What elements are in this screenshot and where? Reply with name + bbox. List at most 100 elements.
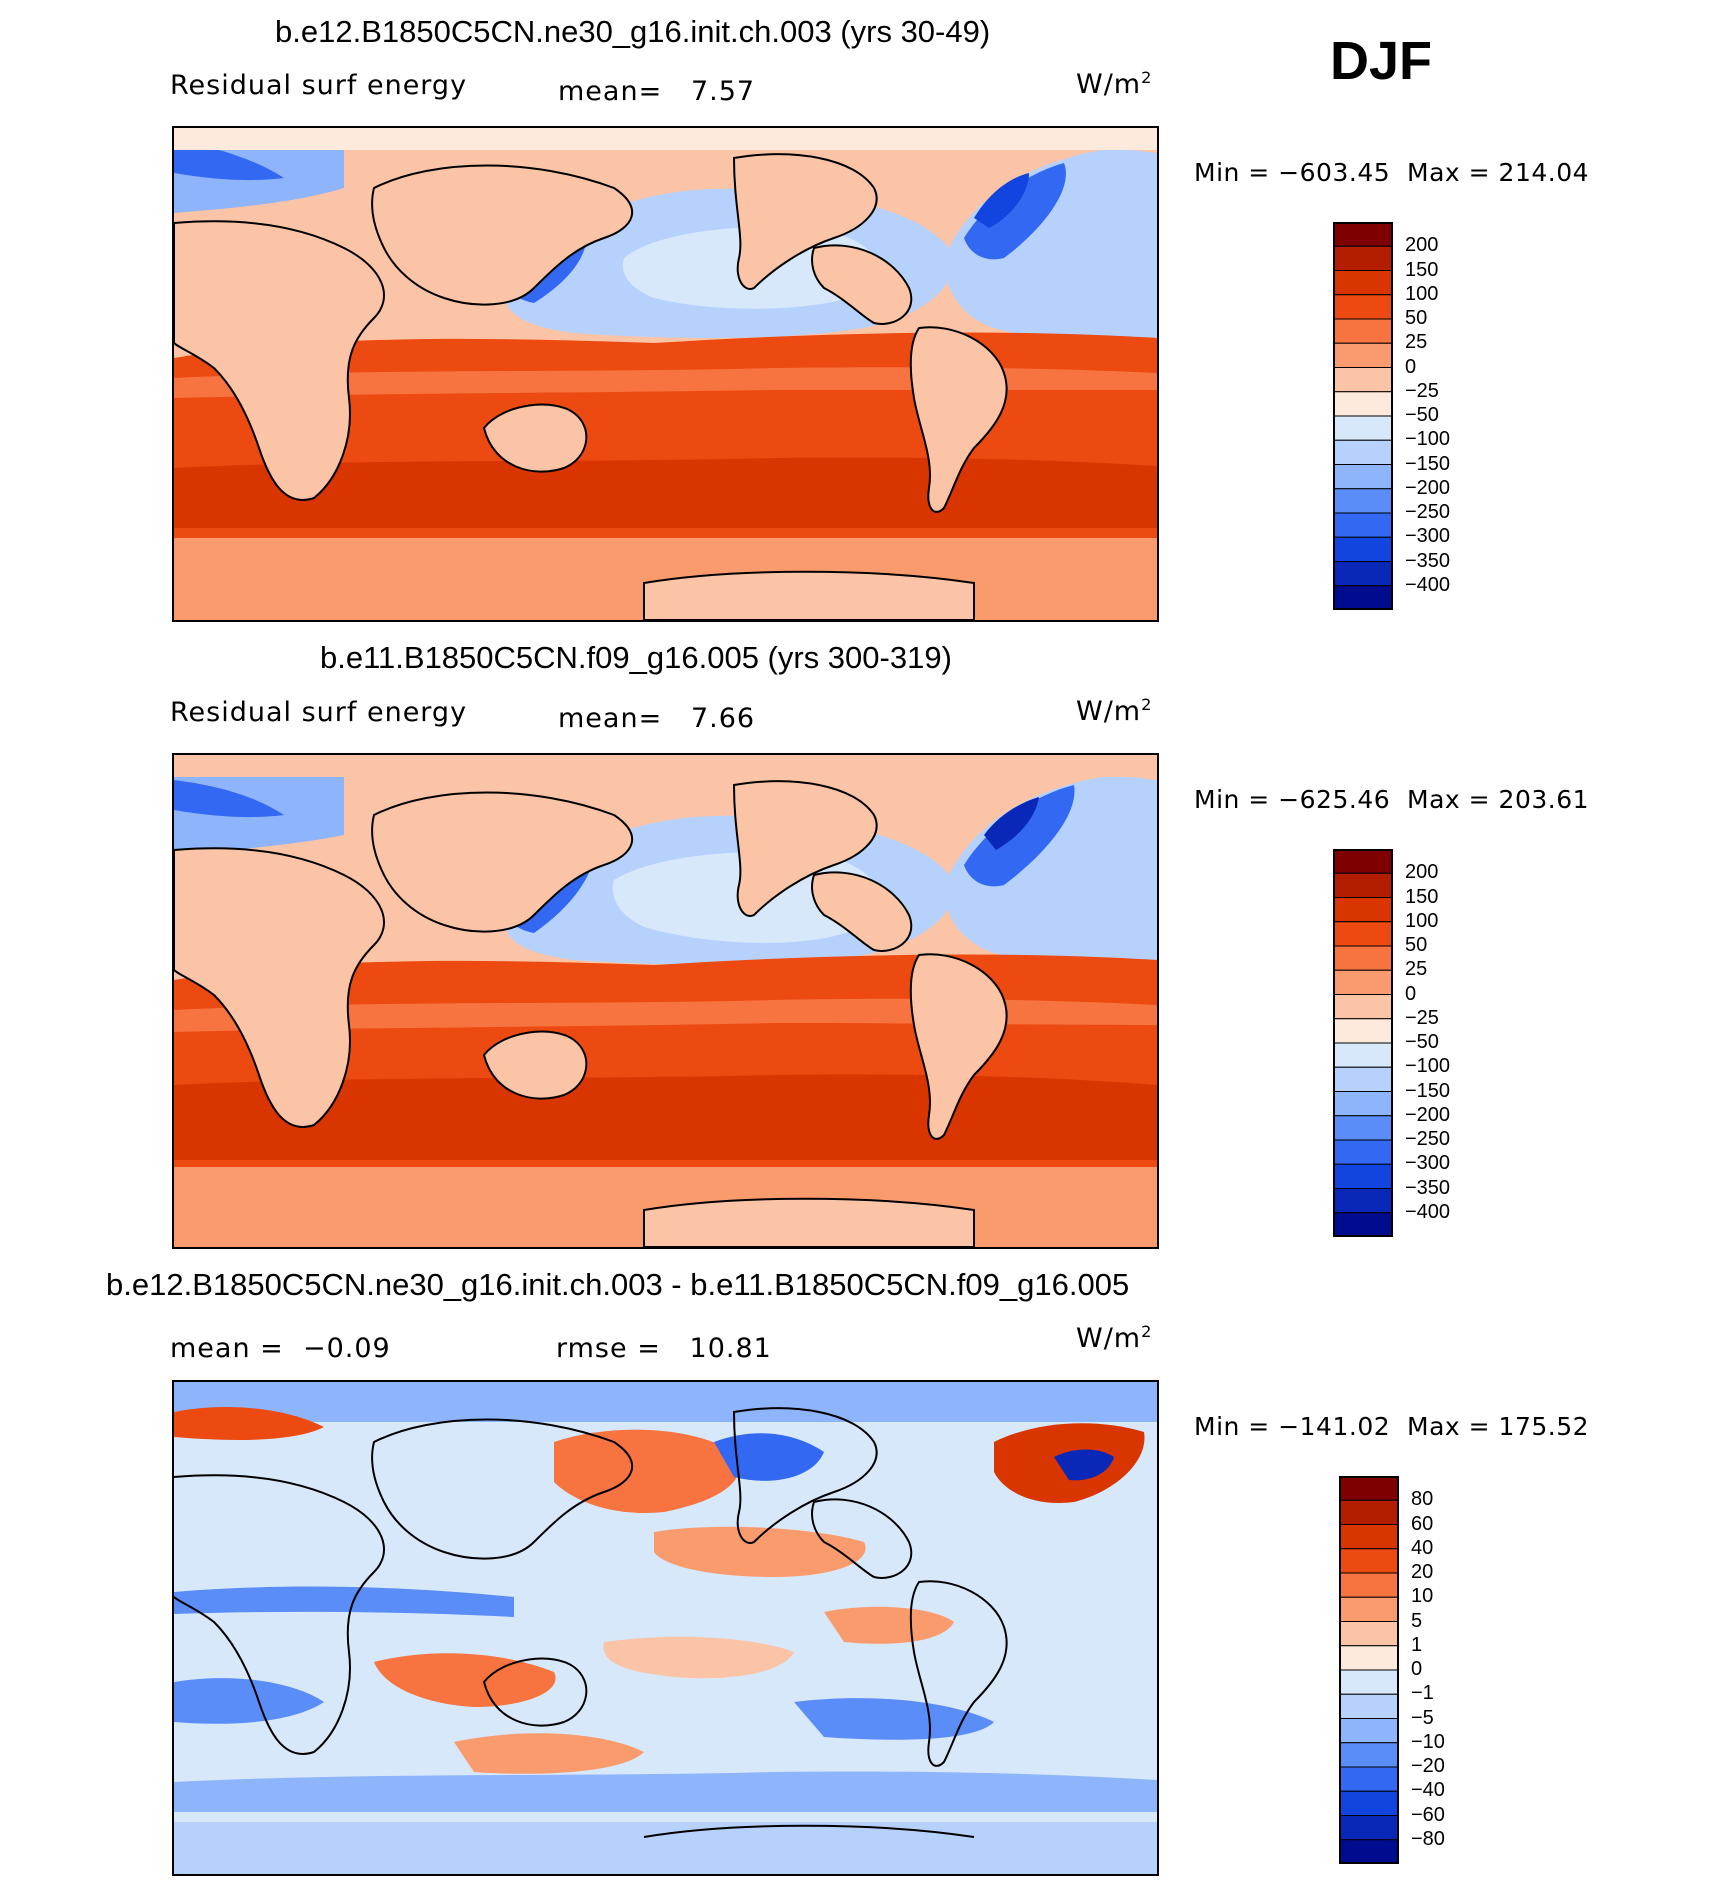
colorbar-swatch [1332,318,1394,344]
colorbar-tick-label: 40 [1411,1536,1434,1559]
panel-top-colorbar-swatches [1332,221,1394,611]
colorbar-tick-label: 50 [1405,307,1428,329]
panel-top-variable-label: Residual surf energy [170,70,468,101]
colorbar-swatch [1332,367,1394,393]
panel-top-map-field [174,128,1157,620]
colorbar-tick-label: −250 [1405,501,1451,523]
colorbar-tick-label: −10 [1411,1730,1445,1753]
colorbar-tick-label: 200 [1405,234,1439,257]
panel-middle-colorbar [1332,848,1394,1238]
colorbar-swatch [1332,1066,1394,1092]
colorbar-swatch [1332,391,1394,417]
colorbar-tick-label: −200 [1405,1103,1451,1126]
colorbar-swatch [1338,1572,1400,1598]
colorbar-swatch [1332,536,1394,562]
colorbar-swatch [1338,1524,1400,1550]
panel-top-map [172,126,1159,622]
colorbar-tick-label: 60 [1411,1512,1434,1535]
colorbar-swatch [1338,1548,1400,1574]
colorbar-tick-label: 20 [1411,1561,1434,1583]
colorbar-swatch [1338,1499,1400,1525]
colorbar-swatch [1338,1742,1400,1768]
colorbar-tick-label: −5 [1411,1706,1434,1729]
colorbar-tick-label: 80 [1411,1488,1434,1511]
colorbar-tick-label: 0 [1411,1658,1423,1680]
colorbar-swatch [1338,1475,1400,1501]
colorbar-swatch [1332,1188,1394,1214]
colorbar-swatch [1332,270,1394,296]
colorbar-tick-label: −100 [1405,1055,1451,1078]
colorbar-tick-label: −25 [1405,1006,1439,1029]
panel-bottom-rmse: rmse = 10.81 [556,1333,772,1364]
colorbar-border [1333,849,1393,1237]
colorbar-swatch [1332,294,1394,320]
colorbar-tick-label: −20 [1411,1755,1445,1777]
panel-top-title: b.e12.B1850C5CN.ne30_g16.init.ch.003 (yr… [275,14,991,49]
colorbar-tick-label: −400 [1405,573,1451,596]
colorbar-tick-label: −50 [1405,404,1439,426]
panel-middle-map-field [174,755,1157,1247]
colorbar-tick-label: 50 [1405,934,1428,956]
colorbar-swatch [1338,1693,1400,1719]
colorbar-swatch [1332,585,1394,611]
colorbar-tick-label: 10 [1411,1585,1434,1608]
colorbar-swatch [1332,1042,1394,1068]
colorbar-tick-label: −300 [1405,1152,1451,1175]
panel-middle-variable-label: Residual surf energy [170,697,468,728]
colorbar-tick-label: −300 [1405,525,1451,548]
colorbar-swatch [1332,245,1394,271]
colorbar-tick-label: −150 [1405,452,1451,475]
colorbar-swatch [1332,848,1394,874]
colorbar-swatch [1338,1839,1400,1865]
panel-top-minmax: Min = −603.45 Max = 214.04 [1194,158,1590,187]
panel-bottom-colorbar [1338,1475,1400,1865]
colorbar-border [1333,222,1393,610]
colorbar-tick-label: −25 [1405,379,1439,402]
colorbar-swatch [1332,1018,1394,1044]
colorbar-tick-label: 1 [1411,1633,1423,1656]
panel-bottom-map [172,1380,1159,1876]
colorbar-tick-label: 200 [1405,861,1439,884]
panel-middle-map [172,753,1159,1249]
panel-top-mean: mean= 7.57 [558,76,756,107]
colorbar-swatch [1332,512,1394,538]
colorbar-swatch [1332,1139,1394,1165]
panel-bottom-colorbar-swatches [1338,1475,1400,1865]
colorbar-swatch [1338,1766,1400,1792]
colorbar-swatch [1332,1115,1394,1141]
colorbar-swatch [1332,464,1394,490]
colorbar-swatch [1332,561,1394,587]
colorbar-tick-label: −1 [1411,1682,1434,1705]
colorbar-swatch [1332,342,1394,368]
colorbar-tick-label: 150 [1405,258,1439,281]
colorbar-swatch [1332,439,1394,465]
colorbar-tick-label: 100 [1405,282,1439,305]
colorbar-tick-label: −400 [1405,1200,1451,1223]
colorbar-swatch [1338,1815,1400,1841]
panel-top-colorbar [1332,221,1394,611]
panel-middle-minmax: Min = −625.46 Max = 203.61 [1194,785,1590,814]
colorbar-tick-label: 25 [1405,958,1428,981]
colorbar-tick-label: 0 [1405,355,1417,378]
panel-middle-mean: mean= 7.66 [558,703,756,734]
colorbar-swatch [1338,1718,1400,1744]
panel-bottom-units: W/m2 [1076,1322,1153,1354]
colorbar-swatch [1332,221,1394,247]
colorbar-swatch [1332,488,1394,514]
panel-bottom-mean: mean = −0.09 [170,1333,391,1364]
colorbar-swatch [1338,1645,1400,1671]
colorbar-tick-label: −60 [1411,1803,1445,1826]
colorbar-swatch [1338,1790,1400,1816]
panel-middle-units: W/m2 [1076,695,1153,727]
panel-top-units: W/m2 [1076,68,1153,100]
colorbar-tick-label: −150 [1405,1079,1451,1102]
colorbar-swatch [1332,1212,1394,1238]
colorbar-swatch [1332,921,1394,947]
colorbar-swatch [1332,1091,1394,1117]
colorbar-border [1339,1476,1399,1864]
colorbar-swatch [1338,1669,1400,1695]
panel-bottom-minmax: Min = −141.02 Max = 175.52 [1194,1412,1590,1441]
colorbar-swatch [1332,897,1394,923]
colorbar-swatch [1332,415,1394,441]
colorbar-tick-label: −50 [1405,1031,1439,1053]
